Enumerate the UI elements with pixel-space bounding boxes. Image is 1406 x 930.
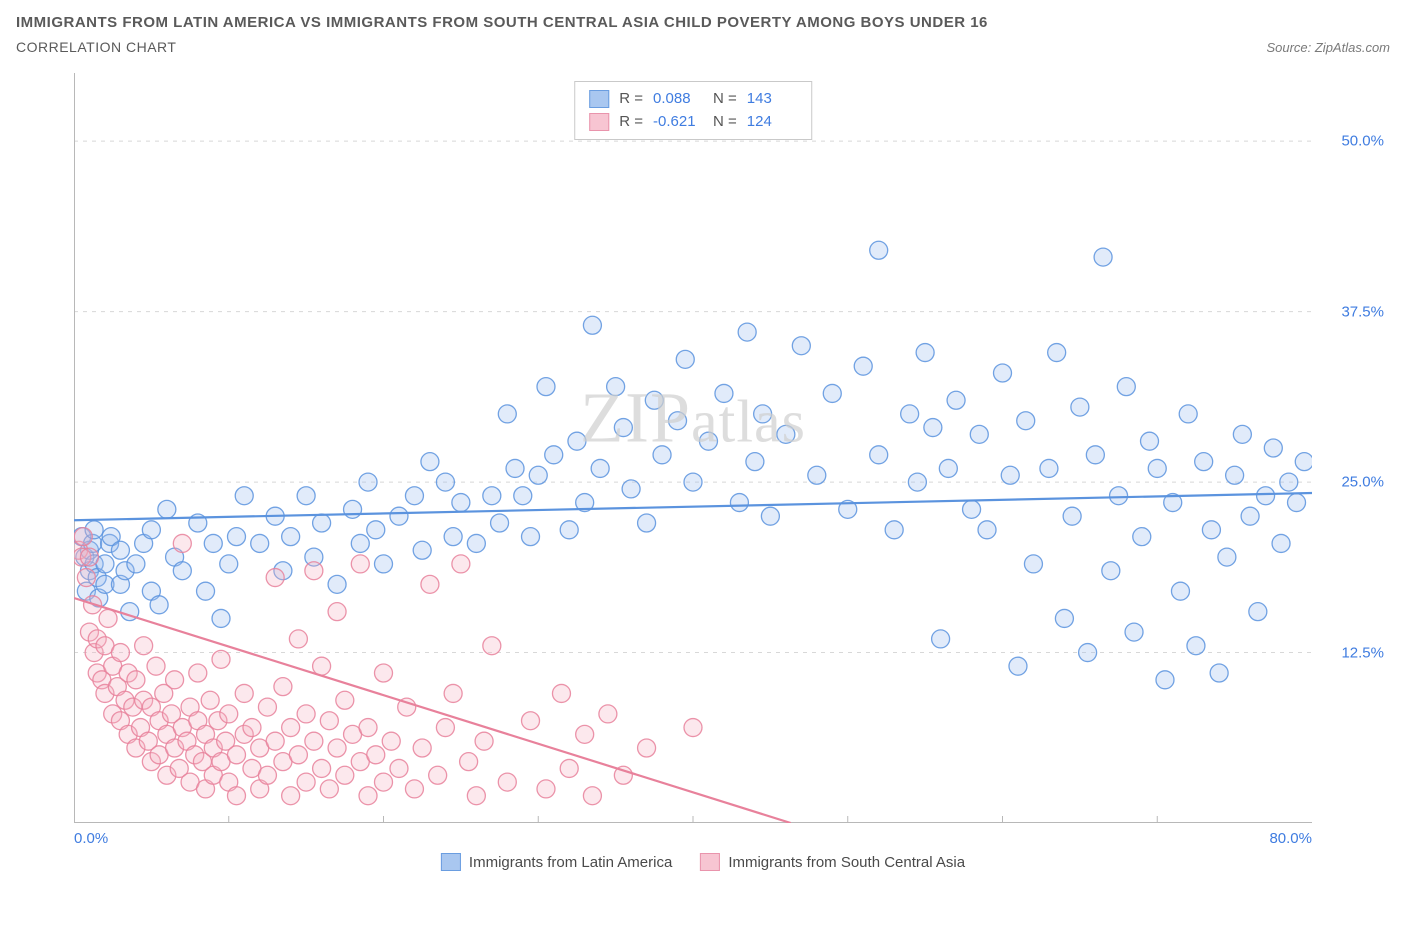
legend-swatch (441, 853, 461, 871)
y-tick-label: 12.5% (1341, 644, 1384, 661)
plot-area: ZIPatlas R = 0.088 N = 143 R = -0.621 N … (74, 73, 1312, 823)
legend-series-name: Immigrants from Latin America (469, 854, 672, 871)
x-min-label: 0.0% (74, 830, 108, 847)
r-value: -0.621 (653, 111, 703, 134)
legend-stat-row: R = -0.621 N = 124 (589, 111, 797, 134)
source-label: Source: ZipAtlas.com (1266, 40, 1390, 55)
r-value: 0.088 (653, 88, 703, 111)
x-axis-tick-labels: 0.0% 80.0% (74, 830, 1312, 847)
legend-series-item: Immigrants from Latin America (441, 853, 672, 871)
n-value: 143 (747, 88, 797, 111)
chart-subtitle: CORRELATION CHART (16, 39, 176, 55)
legend-stat-row: R = 0.088 N = 143 (589, 88, 797, 111)
chart-title: IMMIGRANTS FROM LATIN AMERICA VS IMMIGRA… (16, 12, 1390, 33)
r-label: R = (619, 88, 643, 111)
n-value: 124 (747, 111, 797, 134)
n-label: N = (713, 88, 737, 111)
r-label: R = (619, 111, 643, 134)
n-label: N = (713, 111, 737, 134)
y-tick-label: 25.0% (1341, 474, 1384, 491)
chart-container: Child Poverty Among Boys Under 16 ZIPatl… (16, 65, 1390, 875)
legend-series-name: Immigrants from South Central Asia (728, 854, 965, 871)
y-tick-label: 37.5% (1341, 303, 1384, 320)
legend-swatch (700, 853, 720, 871)
legend-series-item: Immigrants from South Central Asia (700, 853, 965, 871)
correlation-legend-box: R = 0.088 N = 143 R = -0.621 N = 124 (574, 81, 812, 140)
scatter-plot-svg (74, 73, 1312, 823)
x-max-label: 80.0% (1269, 830, 1312, 847)
series-legend: Immigrants from Latin America Immigrants … (441, 853, 965, 871)
legend-swatch (589, 90, 609, 108)
legend-swatch (589, 113, 609, 131)
y-tick-label: 50.0% (1341, 133, 1384, 150)
